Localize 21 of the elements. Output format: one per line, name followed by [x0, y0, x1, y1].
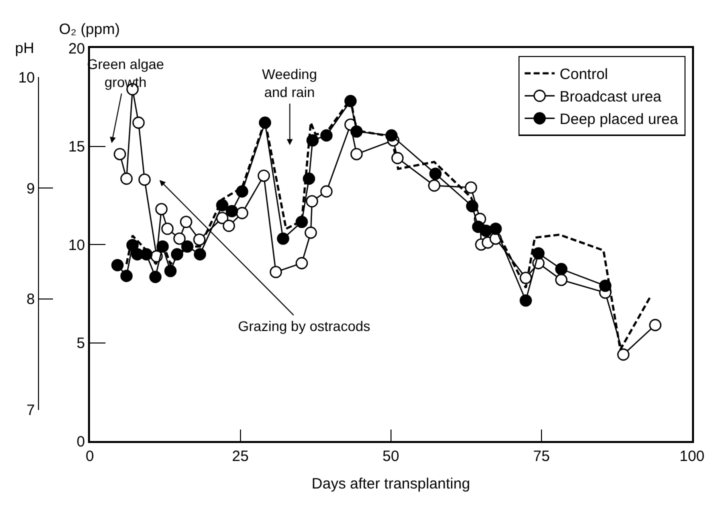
x-axis-title: Days after transplanting [312, 475, 470, 492]
y-tick-label: 0 [76, 433, 86, 450]
y-tick-label: 5 [76, 335, 86, 352]
y-tick-label: 20 [68, 40, 86, 58]
legend-label: Broadcast urea [560, 88, 662, 106]
y2-tick-label: 9 [26, 180, 35, 198]
annotation: Weeding and rain [262, 66, 318, 100]
x-tick-label: 25 [232, 448, 249, 465]
x-tick-label: 100 [679, 448, 705, 465]
y2-tick-label: 10 [18, 69, 35, 86]
y-axis-title: O₂ (ppm) [59, 21, 120, 38]
y-tick-label: 10 [68, 236, 86, 254]
y-tick-label: 15 [68, 138, 86, 156]
y2-tick-label: 7 [26, 402, 35, 420]
legend-label: Control [560, 66, 608, 84]
y2-tick-label: 8 [26, 291, 35, 308]
x-tick-label: 75 [533, 448, 550, 465]
y2-axis-title: pH [15, 40, 34, 57]
x-tick-label: 50 [382, 448, 400, 465]
legend-label: Deep placed urea [560, 111, 679, 128]
annotation: Grazing by ostracods [238, 318, 370, 334]
